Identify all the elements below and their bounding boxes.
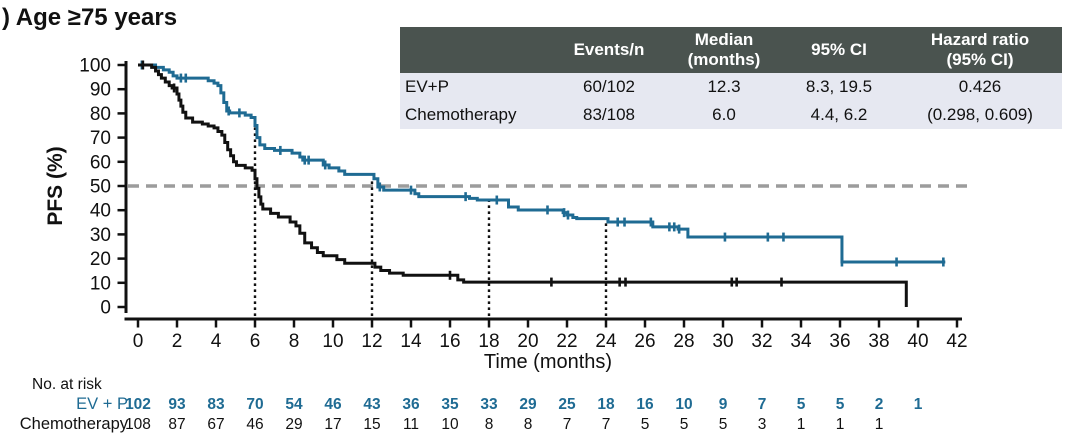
at-risk-value: 87: [168, 416, 185, 433]
at-risk-value: 5: [719, 416, 728, 433]
x-tick-label: 4: [211, 331, 222, 352]
summary-header-hr: Hazard ratio (95% CI): [898, 27, 1062, 73]
summary-row-label: EV+P: [400, 73, 550, 100]
x-tick-label: 14: [400, 331, 422, 352]
at-risk-value: 29: [519, 396, 537, 413]
at-risk-value: 10: [441, 416, 459, 433]
y-tick-label: 20: [90, 249, 111, 270]
at-risk-value: 17: [324, 416, 341, 433]
summary-table: Events/n Median (months) 95% CI Hazard r…: [400, 27, 1062, 129]
x-tick-label: 22: [556, 331, 577, 352]
at-risk-row-label: Chemotherapy: [20, 415, 129, 433]
y-tick-label: 100: [79, 56, 111, 77]
summary-header-ci: 95% CI: [780, 27, 898, 73]
at-risk-value: 33: [480, 396, 498, 413]
x-tick-label: 8: [289, 331, 300, 352]
summary-cell-events: 60/102: [550, 73, 668, 100]
at-risk-value: 7: [563, 416, 572, 433]
summary-cell-hr: (0.298, 0.609): [898, 100, 1062, 129]
summary-cell-median: 6.0: [668, 100, 780, 129]
x-tick-label: 18: [478, 331, 499, 352]
at-risk-value: 15: [363, 416, 380, 433]
at-risk-value: 54: [285, 396, 303, 413]
y-tick-label: 90: [90, 80, 111, 101]
at-risk-value: 46: [246, 416, 263, 433]
summary-header-blank: [400, 27, 550, 73]
at-risk-value: 36: [402, 396, 420, 413]
y-tick-label: 80: [90, 104, 111, 125]
x-tick-label: 38: [868, 331, 889, 352]
at-risk-value: 83: [207, 396, 225, 413]
x-axis-label: Time (months): [484, 351, 612, 373]
summary-row-label: Chemotherapy: [400, 100, 550, 129]
x-tick-label: 10: [322, 331, 343, 352]
at-risk-value: 18: [597, 396, 615, 413]
summary-cell-ci: 4.4, 6.2: [780, 100, 898, 129]
summary-header-median: Median (months): [668, 27, 780, 73]
at-risk-value: 8: [485, 416, 494, 433]
summary-header-events: Events/n: [550, 27, 668, 73]
at-risk-value: 67: [207, 416, 224, 433]
at-risk-value: 35: [441, 396, 459, 413]
at-risk-value: 108: [125, 416, 151, 433]
at-risk-value: 29: [285, 416, 302, 433]
at-risk-value: 8: [524, 416, 533, 433]
summary-cell-events: 83/108: [550, 100, 668, 129]
at-risk-value: 25: [558, 396, 576, 413]
at-risk-value: 1: [875, 416, 884, 433]
x-tick-label: 28: [673, 331, 694, 352]
x-tick-label: 0: [133, 331, 144, 352]
at-risk-value: 93: [168, 396, 186, 413]
at-risk-value: 1: [914, 396, 923, 413]
x-tick-label: 34: [790, 331, 812, 352]
summary-cell-ci: 8.3, 19.5: [780, 73, 898, 100]
x-tick-label: 40: [907, 331, 928, 352]
at-risk-value: 5: [797, 396, 806, 413]
x-tick-label: 24: [595, 331, 617, 352]
at-risk-title: No. at risk: [32, 376, 102, 393]
x-tick-label: 32: [751, 331, 772, 352]
at-risk-value: 3: [758, 416, 767, 433]
x-tick-label: 36: [829, 331, 850, 352]
at-risk-value: 5: [836, 396, 845, 413]
x-tick-label: 30: [712, 331, 733, 352]
x-tick-label: 2: [172, 331, 183, 352]
at-risk-value: 70: [246, 396, 263, 413]
summary-cell-hr: 0.426: [898, 73, 1062, 100]
y-tick-label: 30: [90, 225, 111, 246]
at-risk-value: 1: [797, 416, 806, 433]
at-risk-value: 9: [719, 396, 728, 413]
at-risk-value: 2: [875, 396, 884, 413]
x-tick-label: 26: [634, 331, 655, 352]
at-risk-value: 16: [636, 396, 654, 413]
at-risk-row-label: EV + P: [76, 395, 128, 413]
x-tick-label: 6: [250, 331, 261, 352]
at-risk-value: 43: [363, 396, 381, 413]
at-risk-value: 10: [675, 396, 692, 413]
chemotherapy-curve: [138, 63, 908, 307]
y-tick-label: 70: [90, 128, 111, 149]
at-risk-value: 102: [125, 396, 151, 413]
at-risk-value: 7: [758, 396, 767, 413]
x-tick-label: 16: [439, 331, 460, 352]
at-risk-value: 5: [680, 416, 689, 433]
x-tick-label: 42: [946, 331, 967, 352]
y-tick-label: 40: [90, 201, 111, 222]
at-risk-value: 5: [641, 416, 650, 433]
y-tick-label: 10: [90, 273, 111, 294]
summary-cell-median: 12.3: [668, 73, 780, 100]
page-title: ) Age ≥75 years: [2, 4, 178, 31]
x-tick-label: 20: [517, 331, 538, 352]
y-axis-label: PFS (%): [44, 146, 67, 225]
at-risk-value: 1: [836, 416, 845, 433]
x-tick-label: 12: [361, 331, 382, 352]
y-tick-label: 50: [90, 177, 111, 198]
at-risk-value: 7: [602, 416, 611, 433]
at-risk-value: 11: [403, 416, 419, 433]
y-tick-label: 60: [90, 152, 111, 173]
at-risk-value: 46: [324, 396, 342, 413]
y-tick-label: 0: [100, 298, 111, 319]
